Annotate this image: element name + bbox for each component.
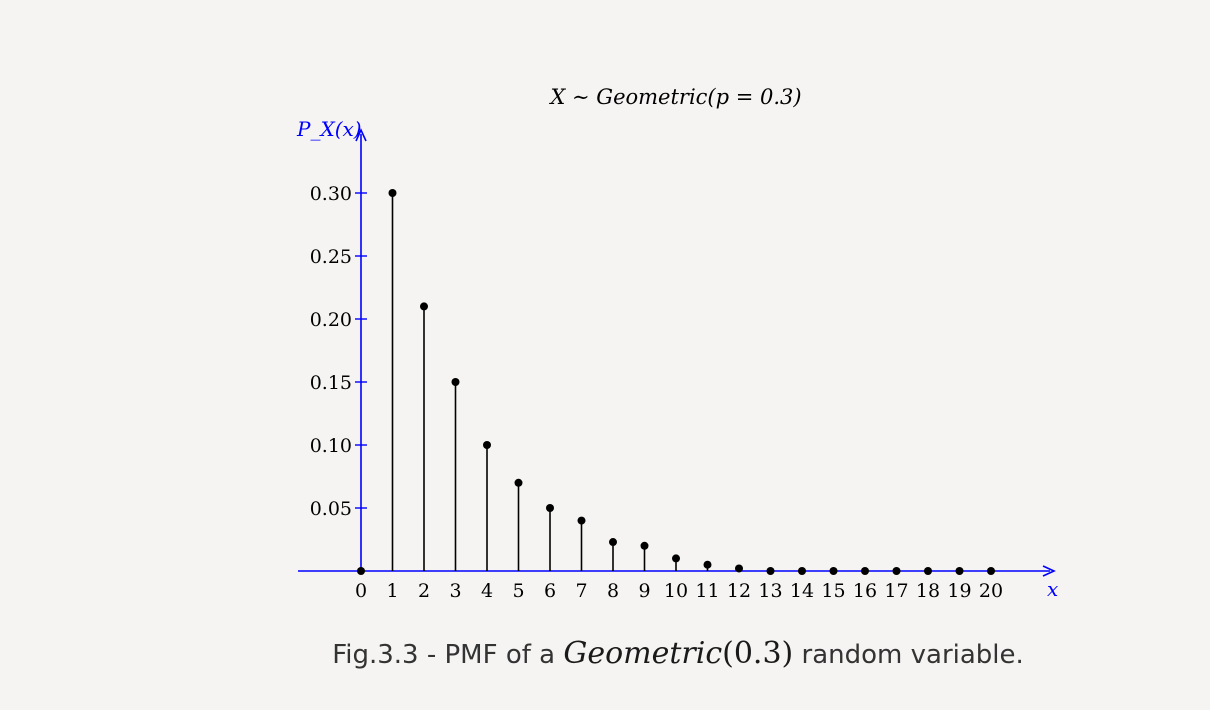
x-tick-label: 15 bbox=[821, 580, 845, 602]
caption-suffix: random variable. bbox=[793, 640, 1024, 670]
data-point bbox=[546, 504, 554, 512]
x-tick-label: 18 bbox=[916, 580, 940, 602]
x-tick-label: 9 bbox=[638, 580, 650, 602]
data-point bbox=[861, 567, 869, 575]
data-point bbox=[955, 567, 964, 575]
data-point bbox=[892, 567, 901, 575]
x-tick-label: 13 bbox=[758, 580, 782, 602]
x-tick-label: 19 bbox=[947, 580, 971, 602]
x-tick-label: 6 bbox=[544, 580, 556, 602]
caption-prefix: Fig.3.3 - PMF of a bbox=[332, 640, 564, 670]
x-axis-label: x bbox=[1047, 577, 1058, 601]
x-tick-label: 1 bbox=[386, 580, 398, 602]
data-point bbox=[987, 567, 995, 575]
x-tick-label: 17 bbox=[884, 580, 908, 602]
data-point bbox=[735, 564, 743, 573]
data-point bbox=[514, 478, 523, 487]
data-point bbox=[672, 554, 680, 563]
y-tick-label: 0.10 bbox=[310, 435, 352, 457]
data-point bbox=[924, 567, 932, 575]
y-tick-label: 0.30 bbox=[310, 183, 352, 205]
data-point bbox=[451, 378, 460, 386]
data-point bbox=[420, 302, 428, 311]
x-tick-label: 14 bbox=[790, 580, 814, 602]
x-tick-label: 10 bbox=[664, 580, 688, 602]
y-axis-label: P_X(x) bbox=[296, 117, 362, 141]
x-axis-arrow bbox=[1042, 565, 1056, 577]
data-point bbox=[357, 567, 365, 575]
y-axis-arrow bbox=[355, 128, 367, 142]
x-tick-label: 8 bbox=[607, 580, 619, 602]
data-point bbox=[609, 538, 617, 547]
data-point bbox=[640, 541, 649, 550]
data-point bbox=[798, 567, 806, 575]
x-tick-label: 2 bbox=[418, 580, 430, 602]
caption-math: Geometric(0.3) bbox=[563, 636, 794, 671]
y-tick-label: 0.20 bbox=[310, 309, 352, 331]
data-point bbox=[703, 560, 712, 569]
x-tick-label: 11 bbox=[695, 580, 719, 602]
data-point bbox=[766, 567, 775, 575]
x-tick-label: 12 bbox=[727, 580, 751, 602]
caption-math-name: Geometric bbox=[563, 636, 723, 671]
chart: X ∼ Geometric(p = 0.3) P_X(x)x 0.05 0.10 0.1… bbox=[296, 85, 1058, 602]
x-tick-label: 20 bbox=[979, 580, 1003, 602]
x-tick-label: 3 bbox=[449, 580, 461, 602]
x-tick-label: 0 bbox=[355, 580, 367, 602]
figure-caption: Fig.3.3 - PMF of a Geometric(0.3) random… bbox=[0, 636, 1210, 671]
x-tick-label: 16 bbox=[853, 580, 877, 602]
x-tick-label: 7 bbox=[575, 580, 587, 602]
y-tick-label: 0.05 bbox=[310, 498, 352, 520]
data-point bbox=[829, 567, 838, 575]
x-tick-label: 5 bbox=[512, 580, 524, 602]
chart-title: X ∼ Geometric(p = 0.3) bbox=[548, 85, 801, 109]
data-point bbox=[483, 441, 491, 449]
x-tick-label: 4 bbox=[481, 580, 493, 602]
y-tick-label: 0.15 bbox=[310, 372, 352, 394]
y-tick-label: 0.25 bbox=[310, 246, 352, 268]
data-point bbox=[388, 189, 397, 197]
data-point bbox=[577, 516, 586, 525]
